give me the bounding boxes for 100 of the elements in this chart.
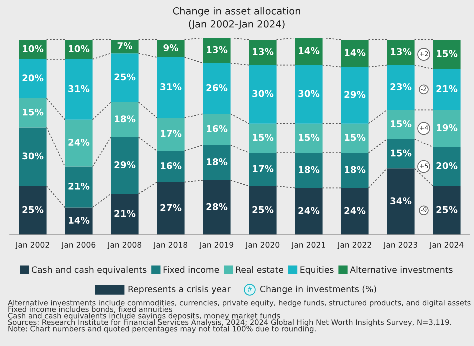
bar — [203, 63, 231, 114]
bar — [65, 166, 93, 208]
bar — [249, 65, 277, 124]
bar — [341, 153, 369, 188]
data-label: 13% — [391, 48, 412, 56]
data-label: 31% — [68, 85, 90, 92]
data-label: 16% — [207, 125, 228, 132]
bar — [433, 147, 461, 186]
data-label: 17% — [253, 165, 274, 172]
data-label: 10% — [69, 45, 90, 52]
data-label: 29% — [114, 161, 136, 168]
legend-label: Alternative investments — [350, 266, 453, 274]
bar — [433, 186, 461, 235]
bar — [111, 54, 139, 102]
bar — [19, 59, 47, 98]
bar — [295, 124, 323, 154]
bar — [203, 114, 231, 146]
bar — [433, 110, 461, 148]
data-label: 17% — [161, 130, 182, 138]
data-label: 25% — [22, 206, 44, 214]
bar — [19, 40, 47, 60]
bar — [433, 69, 461, 110]
bar — [295, 65, 323, 124]
data-label: 27% — [160, 204, 182, 212]
data-label: 21% — [114, 210, 136, 218]
chart-title: Change in asset allocation — [173, 7, 300, 17]
data-label: 28% — [206, 203, 228, 210]
data-label: 15% — [391, 150, 412, 157]
data-label: 21% — [68, 182, 90, 190]
data-label: 16% — [161, 162, 182, 170]
bar — [387, 139, 415, 169]
data-label: 15% — [345, 134, 366, 142]
legend-label: Real estate — [236, 266, 284, 274]
text: Change in investments (%) — [260, 286, 376, 294]
bar — [157, 118, 185, 152]
bar — [203, 180, 231, 235]
data-label: 18% — [207, 158, 228, 166]
bar — [249, 153, 277, 186]
data-label: 24% — [68, 139, 90, 146]
bar — [249, 186, 277, 235]
data-label: 21% — [436, 85, 458, 92]
data-label: 20% — [22, 74, 44, 82]
data-label: 24% — [298, 207, 320, 214]
data-label: 23% — [390, 83, 412, 90]
data-label: 15% — [23, 108, 44, 116]
legend-label: Equities — [300, 266, 334, 275]
bar — [203, 38, 231, 64]
data-label: 14% — [345, 49, 366, 56]
bar — [65, 40, 93, 60]
chart-subtitle: (Jan 2002-Jan 2024) — [189, 20, 285, 30]
bar — [295, 38, 323, 66]
bar — [249, 40, 277, 66]
data-label: 30% — [298, 90, 320, 98]
bar — [111, 40, 139, 54]
bar — [111, 137, 139, 194]
data-label: 30% — [22, 152, 44, 160]
bar — [157, 40, 185, 58]
data-label: 18% — [345, 166, 366, 174]
bar — [341, 67, 369, 124]
bar — [157, 151, 185, 182]
data-label: 24% — [344, 207, 366, 214]
bar — [65, 208, 93, 235]
bar — [387, 65, 415, 110]
bar — [157, 58, 185, 118]
data-label: 15% — [391, 120, 412, 128]
data-label: 30% — [252, 90, 274, 98]
data-label: 14% — [299, 47, 320, 54]
data-label: 13% — [207, 46, 228, 54]
data-label: 13% — [253, 48, 274, 56]
data-label: 25% — [114, 74, 136, 81]
bar — [19, 186, 47, 235]
data-label: 15% — [253, 134, 274, 142]
data-label: 18% — [299, 166, 320, 174]
data-label: 25% — [436, 206, 458, 214]
data-label: 31% — [160, 83, 182, 90]
bar — [295, 153, 323, 188]
bar — [111, 102, 139, 138]
data-label: 18% — [115, 116, 136, 123]
legend-label: Fixed income — [164, 266, 220, 274]
data-label: 15% — [437, 50, 458, 58]
bar — [65, 59, 93, 120]
bar — [249, 124, 277, 154]
data-label: 10% — [23, 45, 44, 52]
data-label: 20% — [436, 162, 458, 170]
bar — [19, 128, 47, 186]
text: Represents a crisis year — [128, 286, 231, 294]
data-label: 26% — [206, 84, 228, 92]
bar — [341, 188, 369, 235]
bar — [433, 40, 461, 70]
data-label: 14% — [69, 217, 90, 224]
bar — [19, 98, 47, 128]
data-label: 7% — [118, 42, 132, 50]
bar — [157, 182, 185, 235]
bar — [387, 40, 415, 66]
data-label: 19% — [437, 124, 458, 132]
data-label: 15% — [299, 134, 320, 142]
bar — [387, 110, 415, 140]
bar — [341, 124, 369, 154]
data-label: 25% — [252, 206, 274, 214]
legend-label: Cash and cash equivalents — [32, 266, 147, 275]
